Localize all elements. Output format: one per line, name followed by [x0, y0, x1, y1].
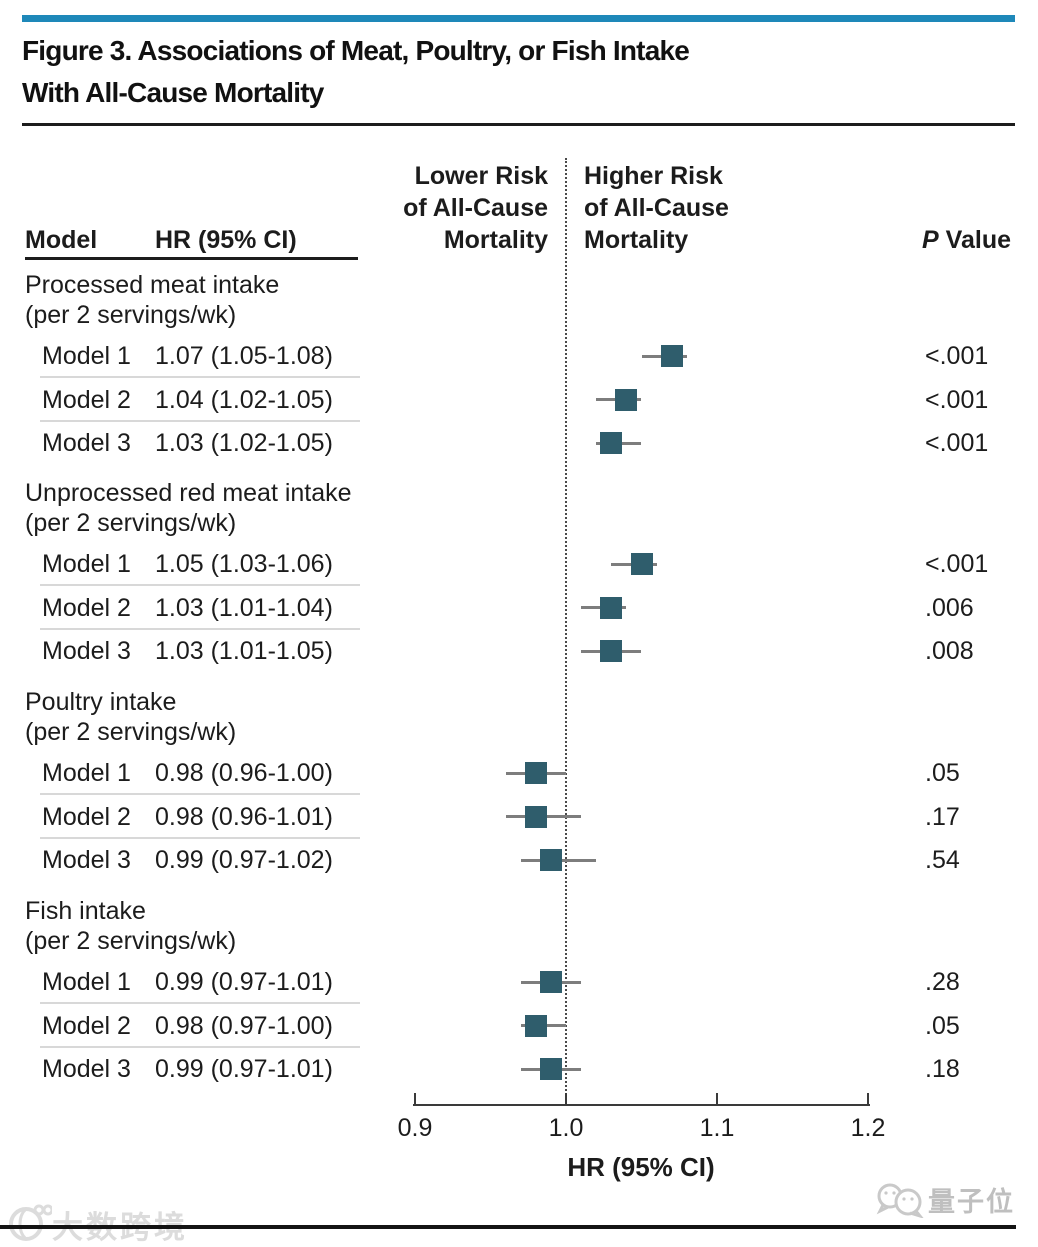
p-value: .006: [925, 593, 974, 622]
p-value: .05: [925, 1011, 960, 1040]
hr-ci-value: 0.99 (0.97-1.01): [155, 968, 333, 996]
group-label-line1: Processed meat intake: [25, 271, 280, 299]
axis-tick-label: 1.0: [548, 1114, 584, 1142]
p-value: <.001: [925, 342, 989, 370]
row-separator: [40, 376, 360, 378]
bottom-rule: [0, 1225, 1016, 1229]
hr-ci-value: 1.03 (1.01-1.05): [155, 637, 333, 665]
hr-marker: [524, 762, 547, 784]
model-label: Model 1: [42, 550, 131, 578]
hr-marker: [539, 971, 562, 993]
hr-marker: [539, 1058, 562, 1080]
hr-ci-value: 1.07 (1.05-1.08): [155, 342, 333, 370]
p-value: <.001: [925, 385, 989, 414]
hr-ci-value: 0.98 (0.96-1.00): [155, 759, 333, 787]
globe-watermark-icon: [9, 1204, 52, 1241]
hr-marker: [600, 640, 623, 662]
p-value: <.001: [925, 429, 989, 457]
hr-marker: [600, 596, 623, 619]
hr-ci-value: 0.98 (0.97-1.00): [155, 1011, 333, 1040]
p-value: .18: [925, 1055, 960, 1083]
accent-bar: [22, 15, 1015, 22]
x-axis-line: [413, 1104, 870, 1106]
axis-tick: [716, 1093, 718, 1105]
row-separator: [40, 836, 360, 839]
figure-title: Figure 3. Associations of Meat, Poultry,…: [22, 30, 1002, 114]
hr-marker: [524, 1014, 547, 1037]
lower-risk-header: Lower Risk of All-Cause Mortality: [403, 162, 548, 254]
hr-marker: [630, 553, 653, 575]
group-label: Fish intake (per 2 servings/wk): [25, 896, 405, 956]
hr-marker: [600, 432, 623, 454]
axis-tick-label: 1.2: [850, 1114, 886, 1142]
hr-ci-value: 0.98 (0.96-1.01): [155, 802, 333, 831]
axis-tick-label: 0.9: [397, 1114, 433, 1142]
model-label: Model 2: [42, 802, 131, 831]
axis-tick: [414, 1093, 416, 1105]
p-value: .008: [925, 637, 974, 665]
group-label: Unprocessed red meat intake (per 2 servin…: [25, 478, 405, 538]
row-separator: [40, 627, 360, 630]
group-label-line2: (per 2 servings/wk): [25, 301, 237, 329]
model-label: Model 2: [42, 593, 131, 622]
group-label-line1: Fish intake: [25, 897, 146, 925]
model-label: Model 3: [42, 429, 131, 457]
group-label-line1: Unprocessed red meat intake: [25, 479, 352, 507]
hr-ci-value: 0.99 (0.97-1.02): [155, 846, 333, 874]
model-label: Model 2: [42, 385, 131, 414]
column-header-model: Model: [25, 226, 98, 254]
hr-marker: [524, 805, 547, 828]
row-separator: [40, 793, 360, 795]
row-separator: [40, 419, 360, 422]
p-value: .54: [925, 846, 960, 874]
p-value: <.001: [925, 550, 989, 578]
hr-marker: [539, 849, 562, 871]
axis-tick: [867, 1093, 869, 1105]
figure-title-line2: With All-Cause Mortality: [22, 77, 324, 108]
reference-line: [565, 158, 567, 1106]
model-label: Model 1: [42, 759, 131, 787]
hr-ci-value: 1.04 (1.02-1.05): [155, 385, 333, 414]
model-label: Model 1: [42, 342, 131, 370]
model-label: Model 2: [42, 1011, 131, 1040]
model-label: Model 1: [42, 968, 131, 996]
row-separator: [40, 1002, 360, 1004]
p-value: .05: [925, 759, 960, 787]
hr-ci-value: 1.03 (1.01-1.04): [155, 593, 333, 622]
hr-marker: [660, 345, 683, 367]
group-label-line2: (per 2 servings/wk): [25, 927, 237, 955]
p-value: .17: [925, 802, 960, 831]
axis-tick: [565, 1093, 567, 1105]
row-separator: [40, 1045, 360, 1048]
column-header-pvalue: P Value: [922, 226, 1011, 254]
higher-risk-header: Higher Risk of All-Cause Mortality: [584, 162, 729, 254]
chat-bubbles-watermark-icon: [876, 1183, 924, 1218]
group-label-line2: (per 2 servings/wk): [25, 509, 237, 537]
group-label-line2: (per 2 servings/wk): [25, 718, 237, 746]
row-separator: [40, 584, 360, 586]
hr-ci-value: 1.03 (1.02-1.05): [155, 429, 333, 457]
title-rule: [22, 123, 1015, 126]
header-underline: [25, 257, 358, 260]
x-axis-label: HR (95% CI): [567, 1152, 715, 1182]
model-label: Model 3: [42, 637, 131, 665]
model-label: Model 3: [42, 1055, 131, 1083]
hr-ci-value: 0.99 (0.97-1.01): [155, 1055, 333, 1083]
model-label: Model 3: [42, 846, 131, 874]
group-label: Processed meat intake (per 2 servings/wk): [25, 270, 405, 330]
axis-tick-label: 1.1: [699, 1114, 735, 1142]
group-label-line1: Poultry intake: [25, 688, 177, 716]
group-label: Poultry intake (per 2 servings/wk): [25, 687, 405, 747]
column-header-hr: HR (95% CI): [155, 226, 297, 254]
p-value: .28: [925, 968, 960, 996]
hr-marker: [615, 388, 638, 411]
hr-ci-value: 1.05 (1.03-1.06): [155, 550, 333, 578]
figure-title-line1: Figure 3. Associations of Meat, Poultry,…: [22, 35, 690, 66]
watermark-bottom-right: 量子位: [928, 1187, 1015, 1217]
